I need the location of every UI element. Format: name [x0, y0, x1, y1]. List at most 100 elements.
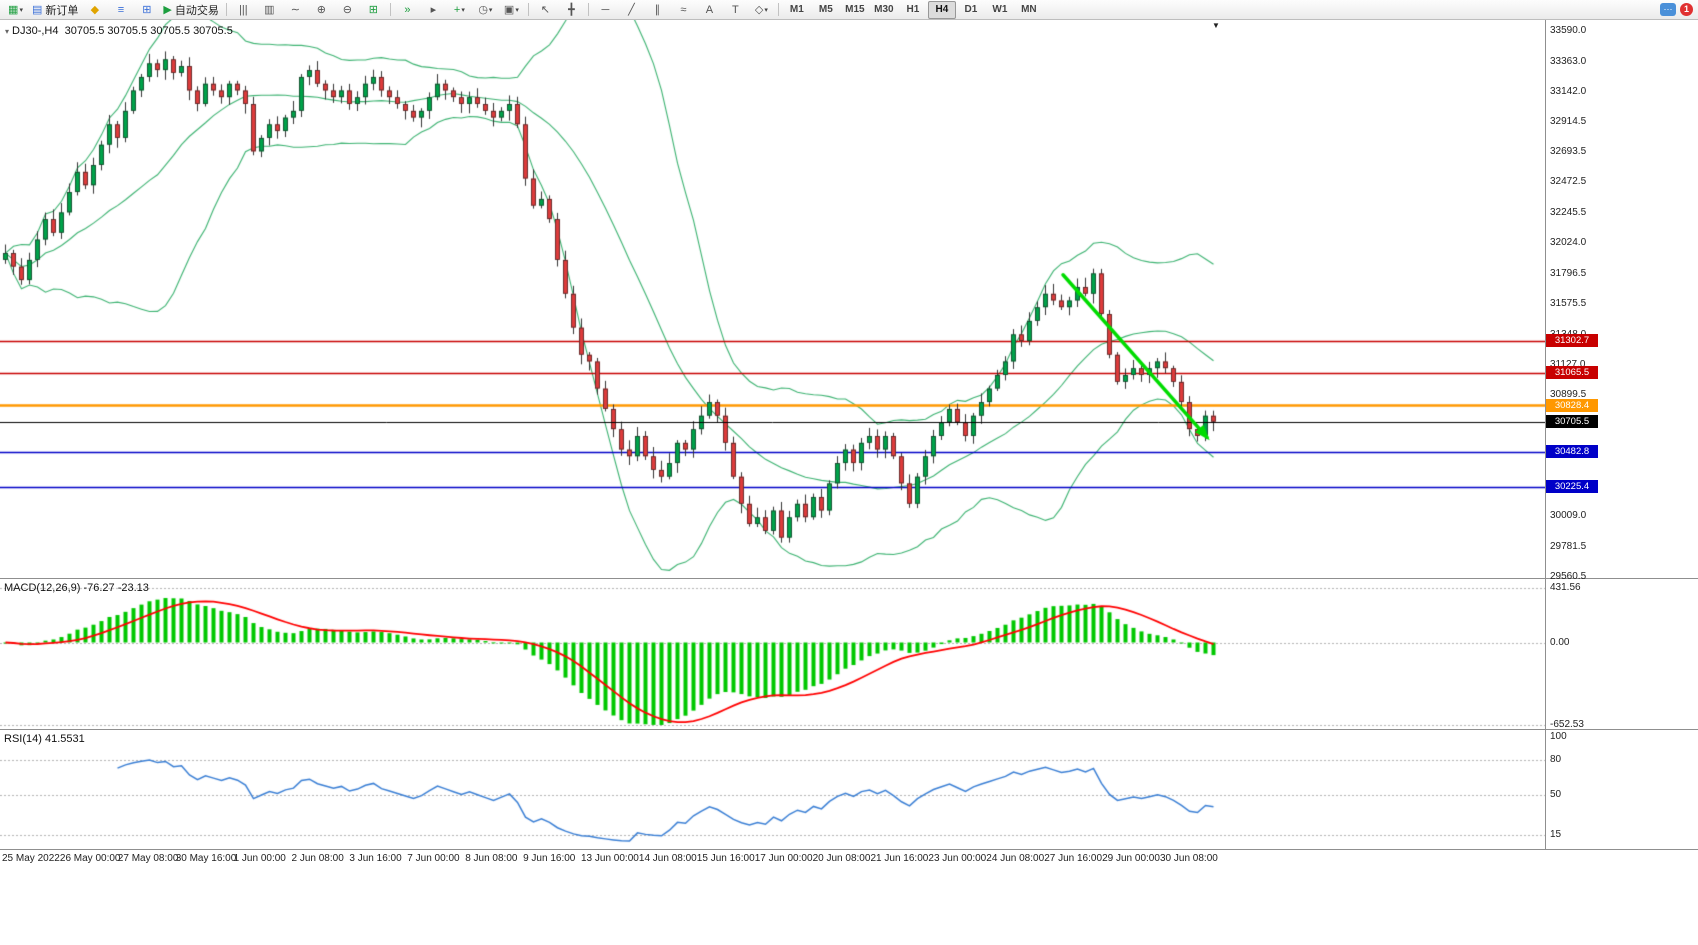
timeframe-m1[interactable]: M1 — [789, 4, 804, 15]
price-axis-label: 32472.5 — [1550, 176, 1587, 188]
label-tool-button[interactable]: T — [723, 0, 748, 19]
price-axis-label: 30009.0 — [1550, 510, 1587, 522]
line-chart-button[interactable]: ∼ — [283, 0, 308, 19]
toolbar-separator — [225, 3, 227, 16]
macd-panel-canvas[interactable] — [0, 579, 1545, 729]
zoom-out-button[interactable]: ⊖ — [335, 0, 360, 19]
timeframe-d1[interactable]: D1 — [964, 4, 978, 15]
time-axis-label: 2 Jun 08:00 — [291, 853, 344, 864]
horizontal-line-icon: ─ — [601, 3, 610, 16]
auto-scroll-button[interactable]: » — [395, 0, 420, 19]
price-axis-label: 33363.0 — [1550, 55, 1587, 67]
time-axis-label: 26 May 00:00 — [59, 853, 121, 864]
rsi-axis-label: 50 — [1550, 788, 1562, 800]
chevron-down-icon: ▾ — [764, 6, 768, 14]
toolbar-separator — [777, 3, 779, 16]
macd-axis-label: -652.53 — [1550, 718, 1584, 730]
crosshair-button[interactable]: ╋ — [559, 0, 584, 19]
market-watch-button[interactable]: ≡ — [108, 0, 133, 19]
autotrade-label: 自动交易 — [174, 4, 219, 17]
chart-shift-button[interactable]: ▸ — [421, 0, 446, 19]
chat-dots-icon: ⋯ — [1663, 4, 1673, 14]
zoom-out-icon: ⊖ — [342, 4, 352, 16]
symbol-dropdown-icon: ▾ — [5, 27, 10, 36]
time-axis-label: 21 Jun 16:00 — [870, 853, 929, 864]
chart-shift-marker-icon[interactable]: ▼ — [1212, 21, 1220, 30]
label-icon: T — [732, 3, 739, 16]
auto-scroll-icon: » — [404, 3, 411, 16]
toolbar-separator — [527, 3, 529, 16]
trendline-icon: ╱ — [628, 4, 635, 16]
time-axis-label: 27 May 08:00 — [117, 853, 179, 864]
chevron-down-icon: ▾ — [461, 6, 465, 14]
toolbar-right-group: ⋯ 1 — [1660, 3, 1695, 16]
timeframe-h4[interactable]: H4 — [927, 0, 956, 19]
timeframe-m30[interactable]: M30 — [874, 4, 894, 15]
zoom-in-icon: ⊕ — [316, 4, 326, 16]
time-axis-label: 9 Jun 16:00 — [523, 853, 576, 864]
tile-windows-button[interactable]: ⊞ — [361, 0, 386, 19]
price-axis-label: 30899.5 — [1550, 389, 1587, 401]
mql-wizard-button[interactable]: ◆ — [82, 0, 107, 19]
price-axis-label: 32914.5 — [1550, 116, 1587, 128]
chevron-down-icon: ▾ — [19, 6, 23, 14]
timeframe-w1[interactable]: W1 — [992, 4, 1008, 15]
price-axis-label: 31127.0 — [1550, 358, 1586, 370]
price-tag: 30225.4 — [1546, 480, 1598, 494]
zoom-in-button[interactable]: ⊕ — [309, 0, 334, 19]
new-order-button[interactable]: ▤ 新订单 — [29, 0, 81, 19]
navigator-icon: ⊞ — [142, 4, 152, 16]
timeframe-mn[interactable]: MN — [1021, 4, 1037, 15]
time-axis-label: 24 Jun 08:00 — [986, 853, 1045, 864]
fibonacci-tool-button[interactable]: ≈ — [671, 0, 696, 19]
timeframe-m5[interactable]: M5 — [818, 4, 833, 15]
main-chart-canvas[interactable] — [0, 20, 1545, 578]
new-chart-button[interactable]: ▦ ▾ — [3, 0, 28, 19]
bar-chart-button[interactable]: ||| — [231, 0, 256, 19]
macd-label: MACD(12,26,9) -76.27 -23.13 — [4, 582, 149, 594]
time-axis-label: 7 Jun 00:00 — [407, 853, 460, 864]
timeframe-m15[interactable]: M15 — [845, 4, 865, 15]
panel-separator[interactable] — [0, 729, 1698, 730]
time-axis-label: 25 May 2022 — [2, 853, 60, 864]
panel-separator[interactable] — [0, 578, 1698, 579]
templates-button[interactable]: ▣ ▾ — [499, 0, 524, 19]
chart-shift-icon: ▸ — [430, 4, 437, 16]
shapes-tool-button[interactable]: ◇ ▾ — [749, 0, 774, 19]
templates-icon: ▣ — [503, 4, 515, 16]
new-order-label: 新订单 — [45, 4, 79, 17]
rsi-axis-label: 15 — [1550, 828, 1562, 840]
price-axis-line — [1545, 20, 1546, 850]
text-tool-button[interactable]: A — [697, 0, 722, 19]
time-axis-label: 1 Jun 00:00 — [233, 853, 286, 864]
autotrade-button[interactable]: ▶ 自动交易 — [160, 0, 221, 19]
cursor-button[interactable]: ↖ — [533, 0, 558, 19]
rsi-axis-label: 100 — [1550, 731, 1567, 742]
time-axis-label: 23 Jun 00:00 — [928, 853, 987, 864]
chevron-down-icon: ▾ — [488, 6, 493, 14]
hline-tool-button[interactable]: ─ — [593, 0, 618, 19]
price-axis-label: 32024.0 — [1550, 237, 1587, 249]
time-axis-label: 30 May 16:00 — [175, 853, 237, 864]
price-tag: 30828.4 — [1546, 398, 1598, 412]
market-watch-icon: ≡ — [117, 3, 125, 16]
indicators-button[interactable]: + ▾ — [447, 0, 472, 19]
candle-chart-button[interactable]: ▥ — [257, 0, 282, 19]
time-axis-label: 15 Jun 16:00 — [696, 853, 755, 864]
channel-icon: ∥ — [654, 4, 661, 16]
price-axis-label: 32245.5 — [1550, 207, 1587, 219]
community-chat-icon[interactable]: ⋯ — [1660, 3, 1676, 16]
channel-tool-button[interactable]: ∥ — [645, 0, 670, 19]
price-axis-label: 31575.5 — [1550, 297, 1587, 309]
timeframe-group: M1 M5 M15 M30 H1 H4 D1 W1 MN — [783, 0, 1043, 19]
price-axis-label: 31796.5 — [1550, 267, 1587, 279]
time-axis-label: 13 Jun 00:00 — [581, 853, 639, 864]
time-axis-label: 30 Jun 08:00 — [1160, 853, 1218, 864]
navigator-button[interactable]: ⊞ — [134, 0, 159, 19]
timeframe-h1[interactable]: H1 — [906, 4, 920, 15]
price-axis-label: 29781.5 — [1550, 540, 1587, 552]
trendline-tool-button[interactable]: ╱ — [619, 0, 644, 19]
notification-badge[interactable]: 1 — [1680, 3, 1693, 16]
rsi-panel-canvas[interactable] — [0, 730, 1545, 849]
periods-button[interactable]: ◷ ▾ — [473, 0, 498, 19]
